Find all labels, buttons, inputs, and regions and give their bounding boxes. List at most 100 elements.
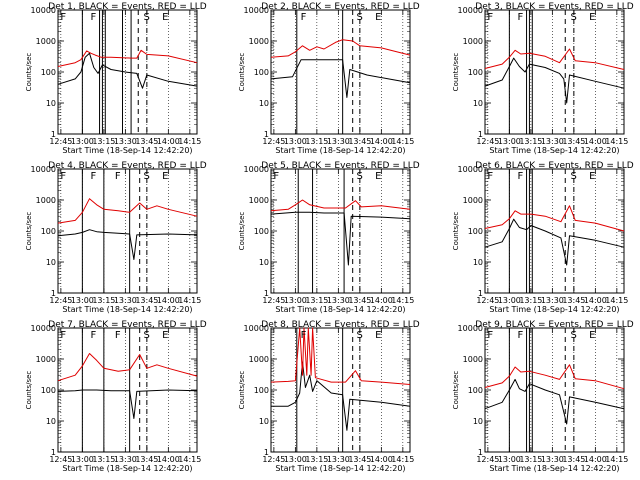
x-tick-label: 13:00 [498, 296, 521, 305]
interval-label: E [375, 12, 381, 23]
x-tick-label: 13:30 [541, 137, 564, 146]
y-tick-label: 1 [51, 289, 56, 298]
plot-frame [270, 168, 411, 294]
interval-label: F [91, 330, 97, 341]
x-tick-label: 13:15 [305, 296, 328, 305]
detector-panel: Det 7, BLACK = Events, RED = LLD 1 10 100 10… [25, 320, 207, 473]
y-tick-label: 1 [264, 289, 269, 298]
plot-frame [270, 9, 411, 135]
y-axis-label: Counts/sec [452, 53, 460, 92]
interval-label: S [571, 171, 577, 182]
x-tick-label: 14:00 [584, 455, 607, 464]
interval-label: S [571, 12, 577, 23]
x-tick-label: 13:15 [305, 455, 328, 464]
x-tick-label: 13:30 [114, 296, 137, 305]
x-tick-label: 13:30 [114, 137, 137, 146]
x-tick-label: 13:45 [562, 296, 585, 305]
y-tick-label: 10 [46, 417, 56, 426]
x-tick-label: 13:00 [498, 137, 521, 146]
y-tick-label: 1 [51, 448, 56, 457]
events-series-line [270, 211, 411, 266]
y-tick-label: 100 [254, 68, 269, 77]
lld-series-line [484, 205, 625, 232]
x-tick-label: 13:15 [305, 137, 328, 146]
y-axis-label: Counts/sec [238, 212, 246, 251]
x-tick-label: 13:30 [114, 455, 137, 464]
interval-label: F [487, 171, 493, 182]
interval-label: S [144, 171, 150, 182]
lld-series-line [270, 327, 411, 385]
x-tick-label: 13:45 [135, 296, 158, 305]
y-tick-label: 10000 [458, 165, 483, 174]
interval-label: F [91, 12, 97, 23]
y-axis-label: Counts/sec [25, 371, 33, 410]
panel-title: Det 9, BLACK = Events, RED = LLD [475, 320, 634, 330]
x-tick-label: 14:15 [391, 296, 414, 305]
events-series-line [484, 57, 625, 104]
lld-series-line [270, 39, 411, 58]
x-tick-label: 13:30 [541, 296, 564, 305]
interval-label: S [571, 330, 577, 341]
detector-panel: Det 6, BLACK = Events, RED = LLD 1 10 100 10… [452, 161, 634, 314]
interval-label: S [357, 330, 363, 341]
plot-frame [57, 168, 198, 294]
x-tick-label: 13:45 [562, 137, 585, 146]
y-tick-label: 1000 [463, 37, 483, 46]
x-tick-label: 14:15 [178, 296, 201, 305]
interval-label: F [60, 171, 66, 182]
y-tick-label: 1 [478, 130, 483, 139]
events-series-line [57, 389, 198, 419]
y-tick-label: 10 [46, 99, 56, 108]
interval-label: F [115, 330, 121, 341]
interval-label: E [589, 330, 595, 341]
x-tick-label: 14:00 [157, 455, 180, 464]
y-axis-label: Counts/sec [238, 53, 246, 92]
y-tick-label: 10000 [244, 324, 269, 333]
y-tick-label: 1000 [36, 196, 56, 205]
x-tick-label: 13:45 [562, 455, 585, 464]
events-series-line [484, 378, 625, 425]
detector-panel: Det 5, BLACK = Events, RED = LLD 1 10 100 10… [238, 161, 420, 314]
y-tick-label: 1 [478, 289, 483, 298]
x-tick-label: 14:00 [157, 296, 180, 305]
x-tick-label: 12:45 [262, 137, 285, 146]
x-tick-label: 13:00 [284, 296, 307, 305]
x-axis-label: Start Time (18-Sep-14 12:42:20) [62, 146, 192, 155]
x-tick-label: 12:45 [49, 296, 72, 305]
events-series-line [271, 361, 411, 431]
panel-title: Det 6, BLACK = Events, RED = LLD [475, 161, 634, 171]
y-tick-label: 10 [46, 258, 56, 267]
x-tick-label: 14:00 [157, 137, 180, 146]
x-tick-label: 13:15 [519, 296, 542, 305]
x-tick-label: 13:45 [135, 455, 158, 464]
plot-frame [270, 327, 411, 453]
y-tick-label: 1 [264, 448, 269, 457]
y-tick-label: 1000 [463, 355, 483, 364]
interval-label: S [357, 171, 363, 182]
interval-label: F [273, 171, 279, 182]
x-tick-label: 13:00 [498, 455, 521, 464]
events-series-line [57, 52, 198, 89]
plot-frame [484, 168, 625, 294]
y-tick-label: 10000 [244, 165, 269, 174]
y-tick-label: 10000 [31, 165, 56, 174]
x-tick-label: 13:00 [71, 296, 94, 305]
x-tick-label: 13:45 [348, 137, 371, 146]
x-tick-label: 13:30 [541, 455, 564, 464]
x-tick-label: 14:15 [178, 455, 201, 464]
y-tick-label: 10 [259, 99, 269, 108]
x-tick-label: 12:45 [262, 455, 285, 464]
interval-label: F [60, 12, 66, 23]
x-axis-label: Start Time (18-Sep-14 12:42:20) [489, 305, 619, 314]
interval-label: E [375, 171, 381, 182]
interval-label: E [162, 330, 168, 341]
x-tick-label: 13:00 [284, 455, 307, 464]
interval-label: E [589, 12, 595, 23]
y-tick-label: 100 [41, 386, 56, 395]
y-tick-label: 10000 [458, 324, 483, 333]
y-tick-label: 10 [473, 99, 483, 108]
interval-label: F [91, 171, 97, 182]
interval-label: F [518, 330, 524, 341]
y-tick-label: 100 [41, 227, 56, 236]
x-axis-label: Start Time (18-Sep-14 12:42:20) [62, 305, 192, 314]
